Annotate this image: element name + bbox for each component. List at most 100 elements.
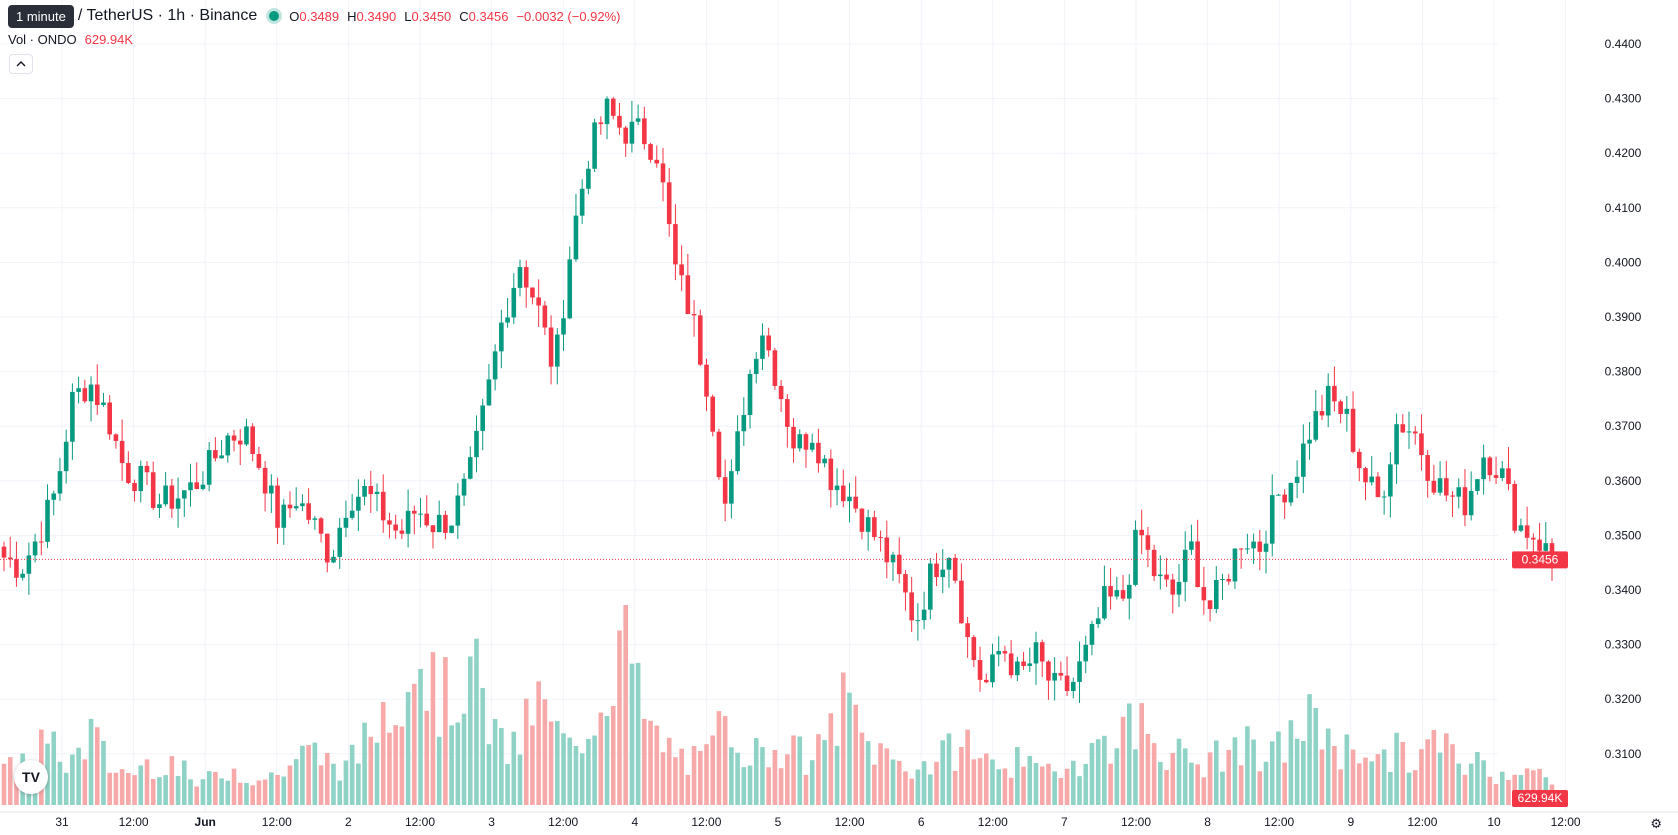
candle-body <box>107 402 112 435</box>
candle-body <box>1419 433 1424 456</box>
candle-body <box>716 431 722 478</box>
volume-bar <box>561 733 566 805</box>
candle-body <box>760 335 765 359</box>
candle-body <box>1126 584 1132 599</box>
candle-body <box>1549 543 1555 560</box>
last-volume-label: 629.94K <box>1518 791 1563 805</box>
volume-bar <box>623 605 628 805</box>
candle-body <box>70 391 75 442</box>
volume-bar <box>337 780 343 805</box>
candle-body <box>561 318 566 335</box>
candle-body <box>909 592 914 621</box>
volume-bar <box>952 770 958 805</box>
candle-body <box>1176 581 1182 595</box>
candle-body <box>138 465 144 492</box>
candle-body <box>915 620 921 622</box>
symbol-title[interactable]: / TetherUS · 1h · Binance <box>77 7 258 24</box>
volume-bar <box>828 713 834 805</box>
volume-bar <box>971 759 977 805</box>
price-axis[interactable]: 0.4400 0.4300 0.4200 0.4100 0.4000 0.3900 0.38… <box>1605 37 1642 761</box>
volume-bar <box>1139 703 1144 805</box>
volume-bar <box>349 744 355 805</box>
candle-body <box>977 660 983 680</box>
candle-body <box>1524 525 1530 538</box>
volume-bar <box>1344 734 1350 805</box>
last-price-label: 0.3456 <box>1522 552 1559 566</box>
volume-bar <box>1369 761 1375 805</box>
volume-bar <box>1039 766 1045 805</box>
high-label: H <box>347 8 357 24</box>
candle-body <box>82 388 88 402</box>
candle-body <box>965 623 970 638</box>
volume-bar <box>1350 749 1356 805</box>
candle-body <box>76 388 81 392</box>
volume-bar <box>51 731 57 805</box>
tradingview-logo[interactable]: TV <box>14 760 48 794</box>
candle-body <box>1487 457 1493 476</box>
candle-body <box>269 485 274 494</box>
candlesticks <box>1 96 1555 704</box>
candle-body <box>312 518 318 520</box>
volume-bar <box>834 745 840 805</box>
candle-body <box>548 327 554 367</box>
volume-bar <box>1077 776 1082 805</box>
price-tick-label: 0.3100 <box>1605 747 1642 761</box>
volume-bar <box>107 772 112 805</box>
candle-body <box>32 541 38 556</box>
collapse-legend-button[interactable] <box>9 54 33 74</box>
volume-bar <box>747 765 753 805</box>
candle-body <box>443 514 448 533</box>
volume-bar <box>443 657 448 805</box>
price-tick-label: 0.3300 <box>1605 638 1642 652</box>
volume-bar <box>542 699 548 805</box>
volume-bar <box>1213 740 1219 805</box>
ohlc-values: O0.3489 H0.3490 L0.3450 C0.3456 −0.0032 … <box>289 9 620 24</box>
volume-bar <box>1064 768 1070 805</box>
candle-body <box>39 541 44 543</box>
volume-bar <box>318 765 324 805</box>
candle-body <box>1319 411 1325 416</box>
gear-icon[interactable]: ⚙ <box>1650 816 1662 831</box>
volume-bar <box>1537 768 1542 805</box>
candle-body <box>57 471 63 494</box>
candle-body <box>300 503 305 507</box>
candle-body <box>691 314 697 316</box>
volume-bar <box>1220 771 1225 805</box>
volume-bar <box>1021 766 1026 805</box>
volume-bar <box>884 748 890 805</box>
candle-body <box>194 482 200 489</box>
candle-body <box>729 471 734 504</box>
candle-body <box>1213 579 1219 609</box>
candle-body <box>896 554 902 575</box>
time-axis[interactable]: 31 12:00 Jun 12:00 2 12:00 3 12:00 4 12:00 5 12:00 6… <box>0 811 1678 829</box>
candle-body <box>1282 494 1287 503</box>
candle-body <box>94 384 100 406</box>
volume-bar <box>579 753 585 805</box>
volume-bar <box>853 704 859 805</box>
volume-bar <box>1475 751 1480 805</box>
price-tick-label: 0.4100 <box>1605 201 1642 215</box>
volume-bar <box>716 711 722 805</box>
candle-body <box>1431 480 1437 493</box>
open-value: 0.3489 <box>299 8 340 24</box>
volume-bar <box>231 768 237 805</box>
candle-body <box>859 508 865 532</box>
volume-bar <box>1288 720 1294 805</box>
volume-bar <box>88 718 94 805</box>
candle-body <box>990 654 995 683</box>
volume-bar <box>213 771 218 805</box>
volume-bar <box>685 774 691 805</box>
volume-bar <box>269 772 274 805</box>
time-tick-label: 8 <box>1204 815 1211 829</box>
volume-bar <box>1089 742 1095 805</box>
candle-body <box>983 679 989 683</box>
volume-bar <box>480 687 485 805</box>
time-tick-label: 3 <box>488 815 495 829</box>
volume-bar <box>169 756 175 805</box>
time-tick-label: Jun <box>195 815 216 829</box>
candle-body <box>1450 495 1455 497</box>
candle-body <box>1307 439 1312 444</box>
candle-body <box>903 574 908 593</box>
volume-bar <box>1114 748 1120 805</box>
